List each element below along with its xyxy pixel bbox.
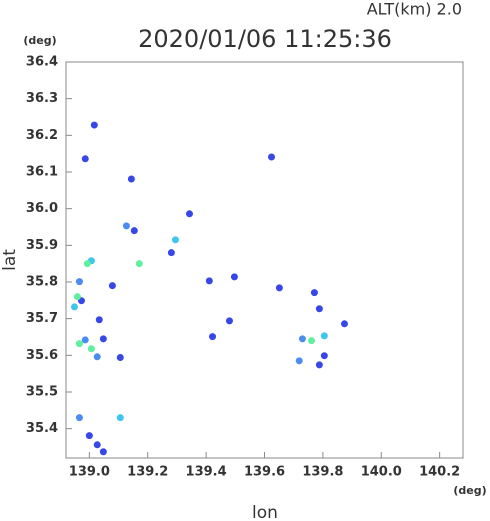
x-tick-label: 139.8 [302,465,343,480]
echo-point [315,361,323,369]
altitude-label: ALT(km) 2.0 [367,0,462,19]
echo-point [171,236,179,244]
y-axis-label: lat [0,249,20,271]
echo-point [90,121,98,129]
y-tick-label: 35.6 [26,348,58,363]
echo-point [320,332,328,340]
echo-point [310,289,318,297]
echo-point [93,353,101,361]
echo-point [225,317,233,325]
echo-point [83,260,91,268]
x-tick-label: 139.4 [186,465,227,480]
echo-point [81,155,89,163]
y-tick-label: 35.5 [26,385,58,400]
echo-point [85,432,93,440]
echo-point [298,335,306,343]
echo-point [99,335,107,343]
echo-point [75,340,83,348]
echo-point [135,260,143,268]
echo-point [116,414,124,422]
echo-point [108,282,116,290]
y-unit: (deg) [23,34,56,47]
echo-point [75,414,83,422]
echo-point [95,316,103,324]
echo-point [185,210,193,218]
chart-title: 2020/01/06 11:25:36 [138,25,392,53]
echo-point [130,227,138,235]
y-tick-label: 36.2 [26,128,58,143]
echo-point [307,337,315,345]
x-unit: (deg) [453,484,486,497]
plot-frame [65,61,464,459]
echo-point [116,354,124,362]
x-tick-label: 140.0 [361,465,402,480]
echo-point [87,345,95,353]
y-tick-label: 36.4 [26,55,58,70]
y-tick-label: 36.3 [26,91,58,106]
echo-point [93,441,101,449]
x-tick-label: 140.2 [419,465,460,480]
y-tick-label: 36.0 [26,201,58,216]
echo-point [99,448,107,456]
x-tick-label: 139.2 [127,465,168,480]
echo-point [315,305,323,313]
x-tick-label: 139.6 [244,465,285,480]
echo-point [230,273,238,281]
echo-point [127,175,135,183]
echo-point [70,303,78,311]
echo-point [122,222,130,230]
echo-point [268,153,276,161]
echo-point [320,352,328,360]
echo-point [295,357,303,365]
echo-point [340,320,348,328]
echo-point [209,333,217,341]
echo-point [81,336,89,344]
echo-point [73,293,81,301]
echo-point [275,284,283,292]
y-tick-label: 35.8 [26,275,58,290]
echo-point [205,277,213,285]
x-tick-label: 139.0 [69,465,110,480]
y-tick-label: 35.4 [26,421,58,436]
echo-point [167,249,175,257]
y-tick-label: 36.1 [26,165,58,180]
echo-point [75,278,83,286]
y-tick-label: 35.9 [26,238,58,253]
x-axis-label: lon [252,503,278,521]
y-tick-label: 35.7 [26,311,58,326]
